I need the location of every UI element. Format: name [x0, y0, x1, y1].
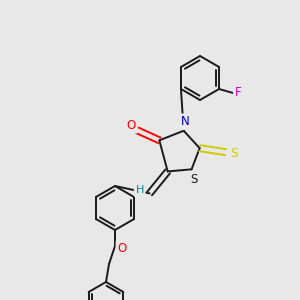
Text: H: H: [136, 185, 144, 195]
Text: N: N: [181, 115, 190, 128]
Text: S: S: [190, 173, 197, 186]
Text: F: F: [235, 86, 242, 100]
Text: O: O: [117, 242, 127, 254]
Text: S: S: [230, 147, 237, 160]
Text: O: O: [127, 119, 136, 132]
